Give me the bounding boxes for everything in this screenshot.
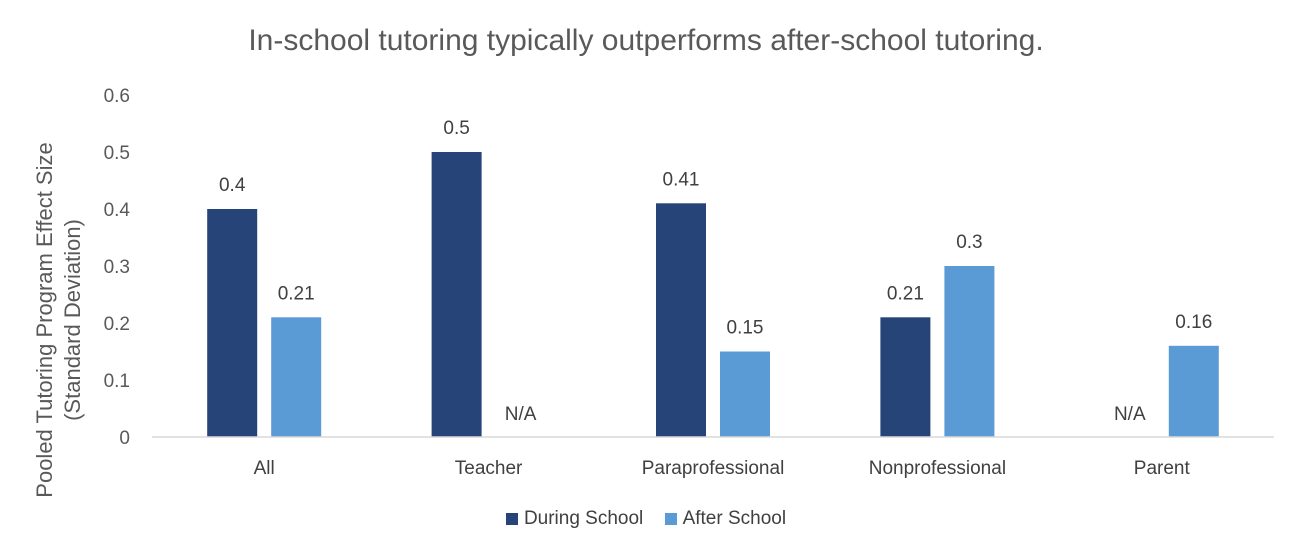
data-label: 0.21 (887, 283, 924, 304)
y-tick-label: 0.1 (104, 371, 130, 392)
x-tick-label: Parent (1134, 458, 1191, 479)
bars (207, 152, 1219, 437)
y-tick-label: 0.6 (104, 86, 130, 107)
y-tick-label: 0 (119, 428, 130, 449)
y-axis-label: Pooled Tutoring Program Effect Size (Sta… (32, 142, 85, 497)
legend-swatch-after-school (664, 513, 677, 525)
legend-label-after-school: After School (682, 508, 787, 529)
data-label: 0.21 (278, 283, 315, 304)
bar (207, 209, 258, 437)
data-label: 0.15 (727, 318, 764, 339)
bar (1168, 345, 1219, 437)
legend: During School After School (0, 508, 1292, 531)
x-tick-label: All (254, 458, 275, 479)
bar (880, 317, 931, 437)
data-label: N/A (1114, 404, 1146, 425)
legend-swatch-during-school (505, 513, 518, 525)
y-axis-label-line-2: (Standard Deviation) (60, 219, 85, 421)
x-tick-label: Paraprofessional (642, 458, 785, 479)
bar-chart: Pooled Tutoring Program Effect Size (Sta… (32, 86, 1274, 498)
y-tick-label: 0.3 (104, 257, 130, 278)
bar (271, 317, 322, 437)
bar (656, 203, 706, 437)
bar (944, 266, 995, 437)
x-tick-label: Nonprofessional (869, 458, 1006, 479)
data-label: N/A (505, 404, 537, 425)
y-tick-label: 0.2 (104, 314, 130, 335)
y-tick-label: 0.5 (104, 143, 130, 164)
x-tick-label: Teacher (455, 458, 523, 479)
bar (720, 351, 770, 437)
data-label: 0.3 (956, 232, 982, 253)
y-axis-ticks: 0 0.1 0.2 0.3 0.4 0.5 0.6 (104, 86, 131, 449)
y-tick-label: 0.4 (104, 200, 131, 221)
data-labels: 0.4 0.21 0.5 N/A 0.41 0.15 0.21 0.3 N/A 0.16 (219, 118, 1212, 425)
data-label: 0.5 (443, 118, 469, 139)
y-axis-label-line-1: Pooled Tutoring Program Effect Size (32, 142, 57, 497)
data-label: 0.41 (663, 169, 700, 190)
bar (431, 152, 482, 437)
legend-item-during-school: During School (505, 508, 644, 530)
data-label: 0.16 (1175, 312, 1212, 333)
legend-item-after-school: After School (664, 508, 787, 530)
x-axis-ticks: All Teacher Paraprofessional Nonprofessiona… (254, 458, 1191, 479)
data-label: 0.4 (219, 175, 246, 196)
legend-label-during-school: During School (523, 508, 644, 529)
chart-title: In-school tutoring typically outperforms… (248, 24, 1044, 57)
